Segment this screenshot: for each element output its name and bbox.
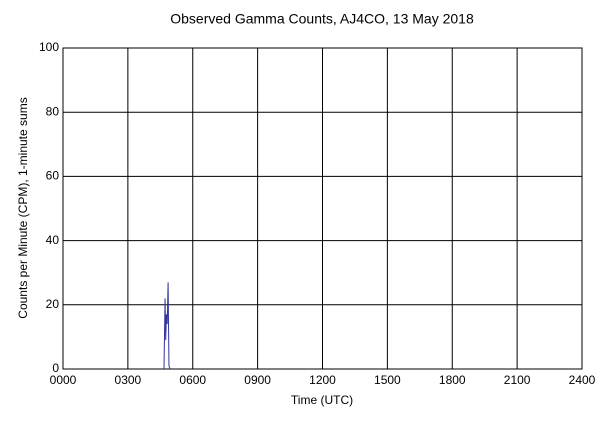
y-tick-label: 0	[52, 361, 59, 375]
y-tick-label: 20	[46, 297, 60, 311]
x-tick-label: 2100	[504, 373, 531, 387]
y-tick-label: 80	[46, 104, 60, 118]
chart-title: Observed Gamma Counts, AJ4CO, 13 May 201…	[170, 11, 474, 27]
x-tick-label: 2400	[569, 373, 596, 387]
x-tick-label: 0000	[50, 373, 77, 387]
y-tick-label: 100	[39, 40, 59, 54]
y-axis-title: Counts per Minute (CPM), 1-minute sums	[16, 97, 30, 318]
y-tick-label: 40	[46, 233, 60, 247]
x-tick-label: 0900	[244, 373, 271, 387]
y-tick-label: 60	[46, 169, 60, 183]
x-tick-label: 1800	[439, 373, 466, 387]
x-tick-label: 0300	[115, 373, 142, 387]
data-line	[163, 282, 171, 370]
x-axis-title: Time (UTC)	[291, 393, 353, 407]
x-tick-label: 0600	[179, 373, 206, 387]
x-tick-label: 1500	[374, 373, 401, 387]
x-tick-label: 1200	[309, 373, 336, 387]
